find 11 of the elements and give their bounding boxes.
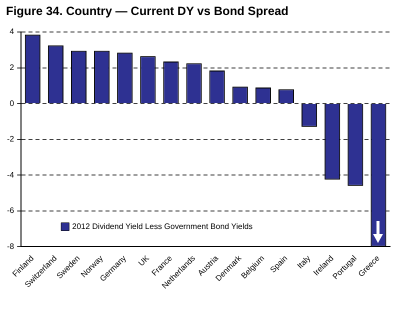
y-tick-label: 4 [10,27,15,36]
legend-label: 2012 Dividend Yield Less Government Bond Yields [72,222,253,231]
x-tick-label: Italy [296,254,312,270]
chart-title: Figure 34. Country — Current DY vs Bond Spread [6,4,288,18]
y-tick-label: -8 [6,242,15,251]
y-tick-label: -6 [6,206,15,216]
y-tick-label: 0 [10,98,15,108]
y-tick-label: -2 [6,134,15,144]
y-tick-label: -4 [6,170,15,180]
y-tick-label: 2 [10,62,15,72]
x-tick-label: UK [136,253,152,268]
